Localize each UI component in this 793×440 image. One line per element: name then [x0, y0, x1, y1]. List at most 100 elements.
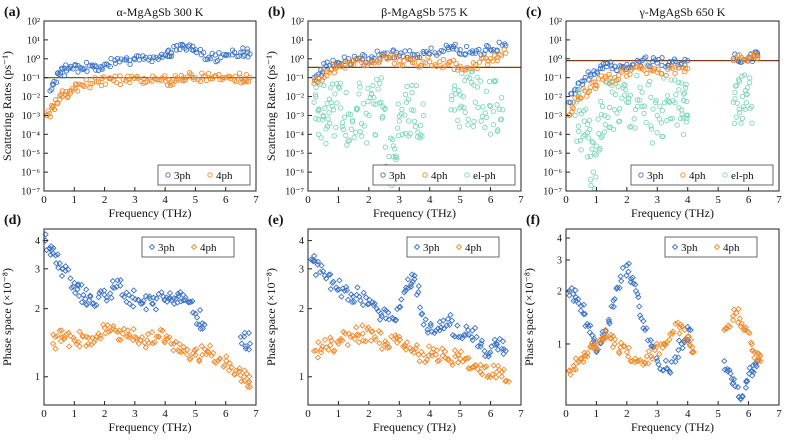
- data-point-4ph: [615, 348, 622, 356]
- data-point-3ph: [360, 289, 367, 296]
- y-tick-label: 10⁻²: [22, 92, 40, 103]
- data-point-3ph: [476, 46, 482, 53]
- data-point-3ph: [581, 310, 589, 318]
- data-point-el-ph: [459, 70, 465, 77]
- data-point-3ph: [377, 310, 385, 317]
- data-point-3ph: [126, 300, 133, 307]
- data-point-4ph: [117, 336, 124, 344]
- data-point-3ph: [627, 275, 635, 282]
- data-point-4ph: [643, 353, 651, 360]
- data-point-el-ph: [577, 137, 583, 144]
- data-point-3ph: [96, 290, 103, 297]
- legend-marker-4ph: [455, 243, 463, 251]
- data-point-el-ph: [325, 116, 331, 122]
- x-tick-label: 3: [132, 194, 138, 206]
- data-point-4ph: [487, 373, 494, 381]
- data-point-3ph: [402, 48, 408, 54]
- data-point-3ph: [462, 51, 469, 57]
- data-point-4ph: [57, 338, 65, 345]
- data-point-4ph: [170, 347, 177, 354]
- data-point-4ph: [729, 312, 737, 320]
- data-point-el-ph: [457, 92, 464, 98]
- data-point-3ph: [469, 336, 476, 344]
- data-point-3ph: [357, 297, 364, 304]
- data-point-3ph: [153, 295, 160, 302]
- data-point-4ph: [354, 57, 360, 63]
- data-point-4ph: [192, 351, 199, 358]
- data-point-4ph: [757, 357, 764, 365]
- legend: 3ph 4ph el-ph: [630, 164, 774, 186]
- data-point-4ph: [228, 364, 235, 371]
- data-point-el-ph: [354, 107, 360, 113]
- x-tick-label: 7: [518, 194, 524, 206]
- legend-label-4ph: 4ph: [723, 242, 740, 254]
- data-point-4ph: [377, 58, 383, 64]
- data-point-4ph: [377, 329, 384, 336]
- data-point-3ph: [721, 357, 728, 365]
- data-point-4ph: [656, 350, 663, 358]
- data-point-4ph: [120, 325, 128, 333]
- x-axis-label: Frequency (THz): [109, 420, 192, 434]
- data-point-4ph: [386, 343, 393, 351]
- legend-marker-4ph: [680, 172, 686, 178]
- data-point-3ph: [636, 303, 643, 310]
- data-point-3ph: [584, 320, 591, 328]
- y-tick-label: 10⁻⁷: [21, 187, 40, 198]
- data-point-el-ph: [498, 94, 505, 101]
- data-point-el-ph: [647, 78, 653, 85]
- data-point-4ph: [340, 328, 347, 336]
- data-point-3ph: [146, 57, 152, 63]
- data-point-3ph: [58, 272, 66, 280]
- x-tick-label: 4: [427, 194, 433, 206]
- data-point-el-ph: [739, 115, 746, 121]
- legend-label-4ph: 4ph: [216, 170, 233, 182]
- data-point-3ph: [103, 294, 110, 301]
- data-point-el-ph: [374, 76, 380, 83]
- data-point-el-ph: [333, 124, 339, 130]
- data-point-4ph: [505, 378, 512, 385]
- y-tick-label: 3: [557, 255, 562, 266]
- data-point-3ph: [635, 293, 642, 301]
- data-point-4ph: [95, 79, 102, 85]
- data-point-4ph: [81, 83, 87, 90]
- data-point-3ph: [636, 312, 644, 319]
- data-point-4ph: [382, 341, 389, 348]
- data-point-4ph: [452, 353, 459, 360]
- legend-marker-3ph: [380, 172, 386, 178]
- data-point-3ph: [472, 324, 479, 332]
- data-point-4ph: [618, 67, 625, 73]
- data-point-3ph: [179, 41, 186, 48]
- data-point-3ph: [749, 58, 756, 64]
- data-point-3ph: [594, 70, 601, 76]
- data-point-4ph: [497, 51, 503, 58]
- data-point-4ph: [63, 330, 71, 338]
- data-point-3ph: [491, 336, 498, 343]
- legend-marker-4ph: [207, 172, 213, 178]
- data-point-el-ph: [452, 83, 458, 89]
- data-point-4ph: [133, 334, 140, 342]
- data-point-3ph: [417, 54, 423, 61]
- data-point-4ph: [413, 341, 421, 349]
- data-point-4ph: [87, 85, 93, 91]
- data-point-el-ph: [498, 116, 505, 122]
- data-point-4ph: [315, 339, 322, 346]
- panel-label: (b): [268, 5, 285, 20]
- data-point-4ph: [49, 340, 57, 347]
- data-point-4ph: [63, 89, 69, 95]
- data-point-3ph: [419, 310, 426, 317]
- data-point-3ph: [396, 304, 403, 311]
- x-tick-label: 5: [193, 408, 199, 420]
- data-point-el-ph: [393, 156, 399, 163]
- data-point-4ph: [170, 340, 177, 347]
- data-point-el-ph: [420, 101, 426, 107]
- data-point-el-ph: [678, 80, 684, 86]
- x-tick-label: 4: [427, 408, 433, 420]
- data-point-3ph: [675, 354, 682, 361]
- data-point-el-ph: [402, 112, 408, 118]
- data-point-4ph: [685, 66, 691, 72]
- data-point-el-ph: [664, 93, 671, 99]
- data-point-3ph: [223, 52, 229, 59]
- data-point-3ph: [344, 296, 352, 303]
- data-point-4ph: [454, 351, 462, 359]
- data-point-3ph: [83, 301, 90, 309]
